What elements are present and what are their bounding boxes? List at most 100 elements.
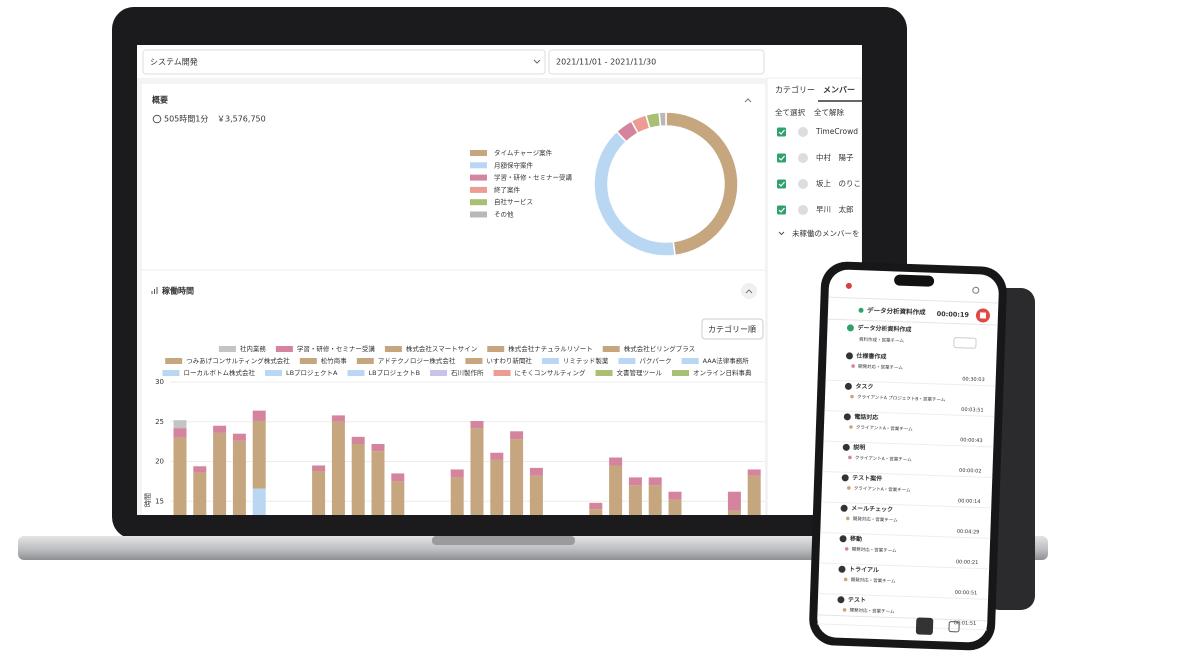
collapse-button[interactable] <box>741 283 757 299</box>
avatar <box>798 127 808 137</box>
legend-swatch <box>541 358 559 364</box>
legend-swatch <box>493 370 511 376</box>
section-title: 概要 <box>152 95 168 105</box>
phone-screen <box>817 269 999 643</box>
divider <box>824 410 995 417</box>
bar-segment <box>628 485 642 515</box>
bar-segment <box>391 481 405 515</box>
check-icon <box>778 129 785 135</box>
category-dot <box>851 364 855 368</box>
y-tick-label: 25 <box>155 418 164 426</box>
entry-sub: クライアントA・営業チーム <box>854 485 911 494</box>
bar-segment <box>529 467 543 476</box>
nav-icon[interactable] <box>948 621 960 633</box>
tab-active[interactable]: メンバー <box>823 86 855 95</box>
collapse-icon <box>745 289 753 294</box>
legend-label: 株式会社ナチュラルリゾート <box>508 344 593 353</box>
legend-swatch <box>681 358 699 364</box>
entry-time: 00:04:29 <box>957 529 980 536</box>
checkbox[interactable] <box>777 179 786 189</box>
member-name: 早川 太郎 <box>816 204 854 214</box>
avatar <box>798 179 808 189</box>
divider <box>817 614 988 622</box>
bar-segment <box>668 491 682 500</box>
check-icon <box>778 207 785 213</box>
legend-swatch <box>430 370 448 376</box>
bar-segment <box>510 431 524 440</box>
play-button[interactable] <box>842 443 850 451</box>
legend-label: 自社サービス <box>494 197 533 206</box>
y-tick-label: 15 <box>155 497 164 505</box>
checkbox[interactable] <box>777 205 786 215</box>
bar-segment <box>450 477 464 515</box>
play-button[interactable] <box>837 596 845 604</box>
bar-segment <box>371 444 385 452</box>
bar-segment <box>331 415 345 422</box>
sort-button[interactable] <box>701 318 764 340</box>
bar-segment <box>252 488 266 515</box>
divider <box>819 562 990 570</box>
select-all[interactable]: 全て選択 <box>775 107 805 117</box>
legend-label: 終了案件 <box>494 185 521 194</box>
current-sub: 資料作成・営業チーム <box>859 336 905 345</box>
nav-button[interactable] <box>915 617 934 635</box>
project-select[interactable] <box>142 49 546 75</box>
entry-title: 説明 <box>853 443 865 451</box>
play-button[interactable] <box>846 324 854 332</box>
chevron <box>778 231 785 236</box>
legend-label: LBプロジェクトA <box>286 369 338 377</box>
bar-segment <box>510 439 524 515</box>
project-select-text: システム開発 <box>150 58 198 67</box>
running-dot <box>858 307 864 313</box>
divider <box>822 471 993 478</box>
legend-swatch <box>470 150 487 156</box>
play-button[interactable] <box>838 565 846 573</box>
collapse-icon[interactable] <box>744 98 752 103</box>
bar-segment <box>628 477 642 486</box>
play-button[interactable] <box>844 382 852 390</box>
legend-label: タイムチャージ案件 <box>494 148 553 157</box>
legend-label: LBプロジェクトB <box>369 369 421 377</box>
play-button[interactable] <box>843 413 851 421</box>
legend-label: 文書管理ツール <box>617 368 663 377</box>
checkbox[interactable] <box>777 153 786 163</box>
legend-label: オンライン日料事典 <box>693 368 752 377</box>
avatar <box>798 205 808 215</box>
play-button[interactable] <box>841 474 849 482</box>
legend-swatch <box>356 358 374 364</box>
icon[interactable] <box>972 286 980 294</box>
phone-island <box>894 274 935 287</box>
laptop-notch <box>432 536 575 545</box>
bar-segment <box>648 477 662 486</box>
entry-sub: クライアントA プロジェクトB・営業チーム <box>857 393 946 403</box>
entry-time: 00:00:43 <box>960 437 983 444</box>
entry-time: 00:00:51 <box>955 590 978 597</box>
entry-title: 仕様書作成 <box>855 352 886 361</box>
checkbox[interactable] <box>777 127 786 137</box>
phone: データ分析資料作成 00:00:19 データ分析資料作成 資料作成・営業チーム … <box>809 261 1007 651</box>
bar-segment <box>747 475 761 515</box>
entry-time: 00:00:14 <box>958 498 981 505</box>
bar-segment <box>490 459 504 515</box>
edit-button[interactable] <box>953 337 977 349</box>
deselect-all[interactable]: 全て解除 <box>814 107 844 117</box>
inactive-toggle[interactable]: 未稼働のメンバーを <box>792 228 860 238</box>
legend-swatch <box>602 346 620 352</box>
entry-sub: クライアントA・営業チーム <box>856 424 913 433</box>
tab[interactable]: カテゴリー <box>775 85 815 95</box>
bar-segment <box>193 472 207 515</box>
bar-segment <box>609 465 623 515</box>
play-button[interactable] <box>845 352 853 360</box>
entry-sub: 開発対応・営業チーム <box>852 546 898 555</box>
entry-sub: クライアントA・営業チーム <box>855 454 912 463</box>
category-dot <box>848 455 852 460</box>
play-button[interactable] <box>839 535 847 543</box>
legend-label: パクパーク <box>639 357 671 365</box>
bar-segment <box>490 452 504 460</box>
legend-label: にそくコンサルティング <box>515 368 586 377</box>
bar-segment <box>609 457 623 466</box>
play-button[interactable] <box>840 504 848 512</box>
date-range[interactable] <box>548 49 765 75</box>
laptop-base <box>18 536 1048 560</box>
avatar <box>798 153 808 163</box>
